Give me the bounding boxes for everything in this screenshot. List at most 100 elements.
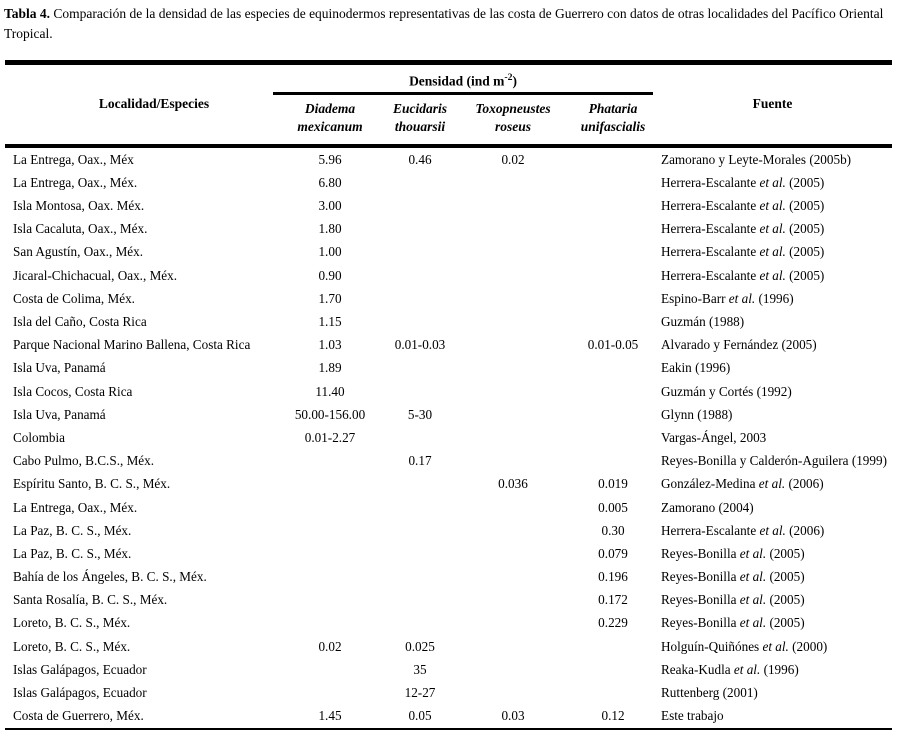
cell-diadema [273, 681, 387, 704]
cell-phataria [573, 658, 653, 681]
table-row: La Entrega, Oax., Méx. 0.005 Zamorano (200… [5, 496, 892, 519]
cell-fuente: Holguín-Quiñónes et al. (2000) [661, 638, 828, 654]
cell-eucidaris [387, 426, 453, 449]
species-epithet: unifascialis [580, 118, 646, 134]
table-row: Costa de Guerrero, Méx. 1.45 0.05 0.03 0.12 E… [5, 705, 892, 730]
cell-localidad: Isla Montosa, Oax. Méx. [13, 198, 145, 214]
cell-localidad: Parque Nacional Marino Ballena, Costa Ri… [13, 337, 251, 353]
cell-fuente: Espino-Barr et al. (1996) [661, 290, 794, 306]
cell-toxopneustes [453, 264, 573, 287]
cell-eucidaris [387, 473, 453, 496]
cell-phataria: 0.196 [598, 569, 628, 585]
cell-fuente: Ruttenberg (2001) [661, 685, 758, 700]
cell-localidad: Santa Rosalía, B. C. S., Méx. [13, 592, 168, 608]
table-caption-text: Comparación de la densidad de las especi… [4, 6, 884, 42]
cell-toxopneustes [453, 218, 573, 241]
column-header-eucidaris-thouarsii: Eucidaris thouarsii [387, 94, 453, 147]
cell-diadema: 0.90 [318, 267, 342, 283]
cell-eucidaris [387, 310, 453, 333]
cell-eucidaris [387, 218, 453, 241]
table-row: Islas Galápagos, Ecuador 35 Reaka-Kudla et… [5, 658, 892, 681]
cell-diadema: 6.80 [318, 174, 342, 190]
cell-toxopneustes [453, 635, 573, 658]
column-header-diadema-mexicanum: Diadema mexicanum [273, 94, 387, 147]
cell-toxopneustes [453, 658, 573, 681]
cell-localidad: Islas Galápagos, Ecuador [13, 661, 147, 677]
cell-phataria [573, 241, 653, 264]
cell-diadema [273, 589, 387, 612]
cell-eucidaris [387, 287, 453, 310]
table-row: Bahía de los Ángeles, B. C. S., Méx. 0.19… [5, 565, 892, 588]
cell-phataria [573, 287, 653, 310]
species-genus: Eucidaris [392, 101, 447, 116]
table-row: La Paz, B. C. S., Méx. 0.30 Herrera-Escala… [5, 519, 892, 542]
cell-diadema: 50.00-156.00 [294, 406, 366, 422]
table-row: Islas Galápagos, Ecuador 12-27 Ruttenberg … [5, 681, 892, 704]
cell-fuente: Reyes-Bonilla et al. (2005) [661, 592, 805, 608]
densidad-superscript: -2 [504, 71, 513, 83]
cell-localidad: Isla Cacaluta, Oax., Méx. [13, 221, 148, 237]
cell-diadema: 1.70 [318, 290, 342, 306]
species-epithet: roseus [494, 118, 531, 134]
cell-toxopneustes [453, 357, 573, 380]
cell-eucidaris: 12-27 [404, 685, 436, 700]
cell-fuente: Herrera-Escalante et al. (2005) [661, 198, 825, 214]
cell-eucidaris [387, 380, 453, 403]
cell-toxopneustes [453, 380, 573, 403]
table-body: La Entrega, Oax., Méx 5.96 0.46 0.02 Zamoran… [5, 146, 892, 730]
cell-fuente: Zamorano (2004) [661, 499, 754, 515]
column-group-header-densidad: Densidad (ind m-2) [273, 62, 654, 95]
cell-toxopneustes [453, 310, 573, 333]
cell-eucidaris [387, 565, 453, 588]
cell-diadema: 5.96 [318, 151, 342, 167]
cell-diadema: 0.01-2.27 [304, 429, 356, 445]
cell-phataria [573, 681, 653, 704]
cell-toxopneustes: 0.036 [498, 476, 528, 492]
cell-localidad: La Paz, B. C. S., Méx. [13, 545, 132, 561]
cell-eucidaris [387, 542, 453, 565]
table-row: Isla del Caño, Costa Rica 1.15 Guzmán (198… [5, 310, 892, 333]
cell-phataria [573, 171, 653, 194]
cell-fuente: González-Medina et al. (2006) [661, 476, 824, 492]
cell-toxopneustes [453, 519, 573, 542]
densidad-label-post: ) [512, 73, 517, 88]
table-row: Espíritu Santo, B. C. S., Méx. 0.036 0.019… [5, 473, 892, 496]
cell-phataria [573, 635, 653, 658]
species-epithet: mexicanum [297, 118, 363, 134]
cell-localidad: Cabo Pulmo, B.C.S., Méx. [13, 453, 155, 469]
cell-eucidaris [387, 496, 453, 519]
table-row: San Agustín, Oax., Méx. 1.00 Herrera-Escal… [5, 241, 892, 264]
species-genus: Phataria [588, 101, 638, 116]
table-row: Jicaral-Chichacual, Oax., Méx. 0.90 Herrer… [5, 264, 892, 287]
cell-diadema: 3.00 [318, 198, 342, 214]
table-row: La Entrega, Oax., Méx. 6.80 Herrera-Escala… [5, 171, 892, 194]
cell-toxopneustes [453, 450, 573, 473]
cell-phataria: 0.005 [598, 499, 628, 515]
cell-eucidaris [387, 519, 453, 542]
cell-toxopneustes [453, 612, 573, 635]
cell-fuente: Herrera-Escalante et al. (2005) [661, 244, 825, 260]
cell-fuente: Reyes-Bonilla et al. (2005) [661, 615, 805, 631]
cell-phataria [573, 218, 653, 241]
cell-phataria [573, 426, 653, 449]
cell-diadema: 1.80 [318, 221, 342, 237]
table-row: Isla Montosa, Oax. Méx. 3.00 Herrera-Escal… [5, 194, 892, 217]
cell-localidad: Loreto, B. C. S., Méx. [13, 615, 131, 631]
cell-diadema: 0.02 [318, 638, 342, 654]
cell-localidad: Costa de Guerrero, Méx. [13, 708, 144, 724]
cell-phataria: 0.229 [598, 615, 628, 631]
cell-phataria [573, 194, 653, 217]
cell-eucidaris: 35 [413, 661, 427, 677]
cell-fuente: Reyes-Bonilla y Calderón-Aguilera (1999) [661, 453, 887, 469]
cell-localidad: Costa de Colima, Méx. [13, 290, 135, 306]
table-row: La Paz, B. C. S., Méx. 0.079 Reyes-Bonilla… [5, 542, 892, 565]
table-row: Cabo Pulmo, B.C.S., Méx. 0.17 Reyes-Bonill… [5, 450, 892, 473]
cell-eucidaris: 0.025 [405, 638, 435, 654]
cell-toxopneustes [453, 496, 573, 519]
cell-diadema: 1.00 [318, 244, 342, 260]
cell-diadema [273, 612, 387, 635]
cell-phataria: 0.079 [598, 545, 628, 561]
cell-diadema: 1.45 [318, 708, 342, 724]
cell-toxopneustes [453, 241, 573, 264]
